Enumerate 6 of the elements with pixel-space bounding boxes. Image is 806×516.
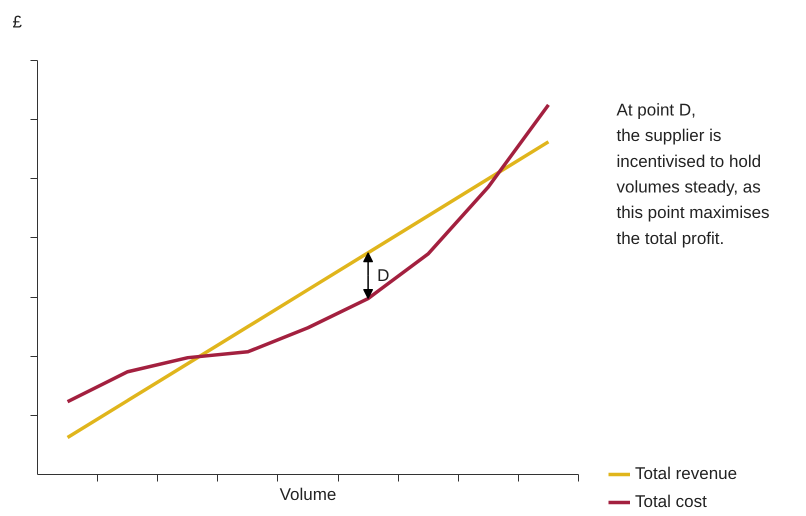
legend-label: Total revenue [635,464,738,484]
x-axis-title: Volume [280,485,336,504]
legend-label: Total cost [635,492,707,512]
annotation: D [377,266,390,286]
y-axis-title: £ [12,12,22,32]
text: At point D, the supplier is incentivised to hold volumes steady, as this point maximises the total profit. [616,100,770,248]
